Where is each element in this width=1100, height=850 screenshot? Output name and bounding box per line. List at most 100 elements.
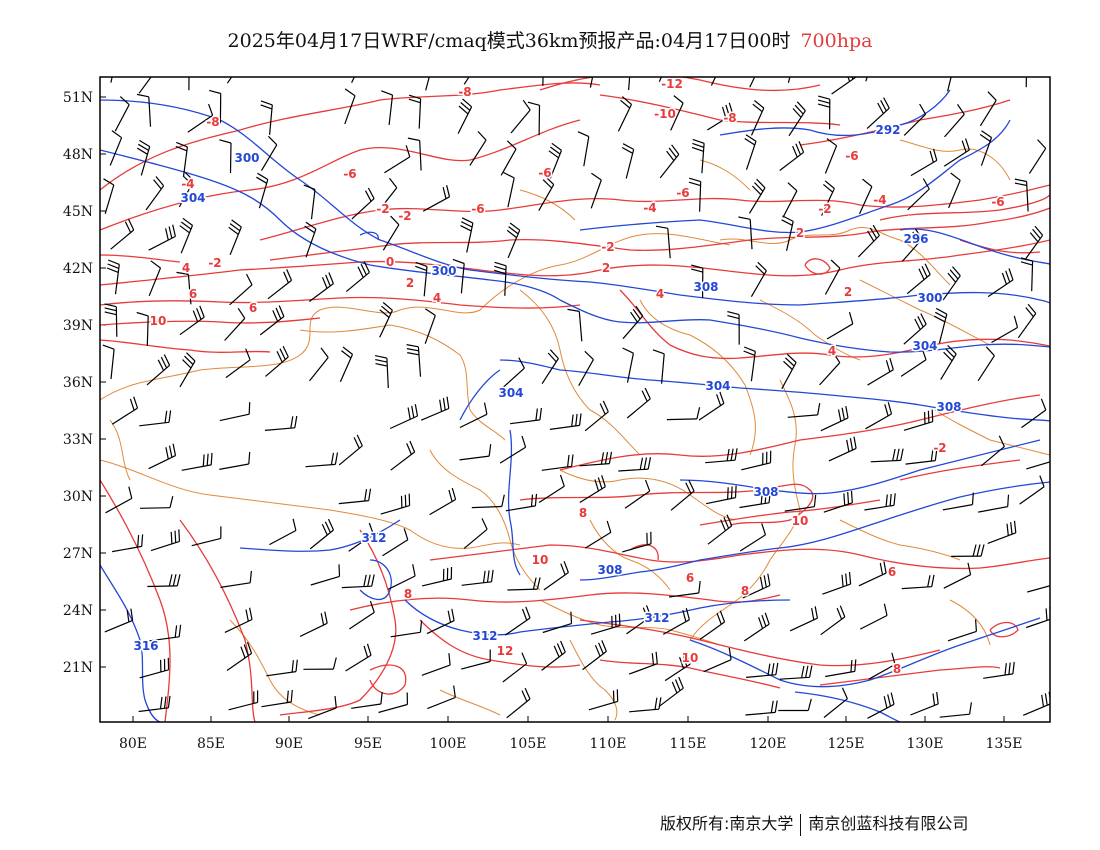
wind-barb xyxy=(510,407,542,425)
wind-barb xyxy=(621,143,635,179)
wind-barb xyxy=(344,88,356,125)
credit-left: 版权所有:南京大学 xyxy=(660,814,794,833)
wind-barb xyxy=(738,216,753,250)
lon-label: 100E xyxy=(430,736,467,752)
wind-barb xyxy=(111,396,139,425)
wind-barb xyxy=(422,185,451,212)
wind-barb xyxy=(226,641,253,671)
height-label: 312 xyxy=(644,611,669,625)
temperature-label: -12 xyxy=(661,77,683,91)
wind-barb xyxy=(900,348,927,377)
lon-label: 120E xyxy=(750,736,787,752)
temperature-label: 6 xyxy=(686,571,694,585)
wind-barb xyxy=(348,600,375,630)
temperature-label: 2 xyxy=(406,276,414,290)
wind-barb xyxy=(506,687,531,719)
wind-barb xyxy=(617,96,633,132)
wind-barb xyxy=(578,350,594,386)
wind-barb xyxy=(618,457,652,472)
wind-barb xyxy=(831,77,857,95)
height-label: 312 xyxy=(361,531,386,545)
wind-barb xyxy=(310,564,341,586)
wind-barb xyxy=(220,570,252,588)
wind-barb xyxy=(209,89,222,124)
wind-barb xyxy=(948,172,961,209)
wind-barb xyxy=(102,344,115,380)
wind-barb xyxy=(698,391,725,421)
wind-barb xyxy=(579,451,613,467)
wind-barb xyxy=(463,77,470,85)
wind-barb xyxy=(549,413,582,430)
wind-barb xyxy=(224,607,253,633)
temperature-contours xyxy=(100,77,1050,722)
wind-barb xyxy=(787,402,821,418)
wind-barb xyxy=(150,529,181,552)
wind-barb xyxy=(341,574,375,589)
wind-barb xyxy=(139,410,172,427)
temperature-label: -10 xyxy=(654,107,676,121)
wind-barb xyxy=(942,266,961,301)
wind-barb xyxy=(741,450,772,471)
temperature-label: 10 xyxy=(682,651,699,665)
wind-barb xyxy=(1024,225,1044,260)
wind-barb xyxy=(260,100,273,135)
wind-barb xyxy=(139,657,170,679)
wind-barb xyxy=(191,526,222,547)
wind-barb xyxy=(739,523,767,552)
wind-barb xyxy=(542,77,544,86)
wind-barb xyxy=(421,566,453,587)
wind-barb xyxy=(427,685,456,710)
wind-barb xyxy=(429,487,457,516)
wind-barb xyxy=(828,436,857,462)
lon-label: 95E xyxy=(354,736,382,752)
wind-barb xyxy=(745,700,778,716)
lat-label: 51N xyxy=(63,90,93,106)
wind-barb xyxy=(106,259,120,295)
temperature-label: 4 xyxy=(433,291,441,305)
wind-barb xyxy=(136,311,149,346)
wind-barb xyxy=(149,624,182,642)
wind-barb xyxy=(260,135,278,171)
wind-barb xyxy=(866,97,890,129)
wind-barb xyxy=(461,649,491,670)
wind-barb xyxy=(345,261,370,293)
wind-barb xyxy=(666,407,701,421)
temperature-label: -2 xyxy=(601,240,614,254)
temperature-label: -2 xyxy=(818,202,831,216)
wind-barb xyxy=(148,224,176,251)
wind-barb xyxy=(390,620,423,638)
wind-barb xyxy=(910,691,939,716)
wind-barb xyxy=(415,261,428,297)
wind-barb xyxy=(348,522,374,552)
wind-barb xyxy=(940,344,957,380)
wind-barb xyxy=(628,77,631,91)
wind-barb xyxy=(629,697,662,713)
wind-barb xyxy=(781,215,794,251)
height-contours xyxy=(100,89,1050,722)
wind-barb xyxy=(264,415,298,431)
wind-barb xyxy=(457,98,473,134)
temperature-label: -8 xyxy=(723,111,736,125)
temperature-label: -2 xyxy=(376,202,389,216)
wind-barb xyxy=(351,187,375,220)
wind-barb xyxy=(947,619,977,642)
wind-barb xyxy=(980,435,1005,467)
wind-barb xyxy=(584,400,609,432)
temperature-label: 2 xyxy=(602,261,610,275)
wind-barb xyxy=(389,404,419,430)
pressure-level: 700hpa xyxy=(800,30,873,52)
wind-barb xyxy=(382,528,409,557)
temperature-label: 4 xyxy=(828,344,836,358)
wind-barb xyxy=(187,103,214,133)
wind-barb xyxy=(857,224,880,258)
wind-barb xyxy=(787,77,791,83)
wind-barb xyxy=(789,606,818,632)
wind-barb xyxy=(145,176,165,211)
wind-barb xyxy=(1019,475,1045,505)
wind-barb xyxy=(865,402,893,430)
wind-barb xyxy=(710,77,717,86)
wind-barb xyxy=(548,142,563,179)
wind-barb xyxy=(870,448,904,463)
wind-barb xyxy=(1026,461,1050,470)
lat-label: 21N xyxy=(63,660,93,676)
